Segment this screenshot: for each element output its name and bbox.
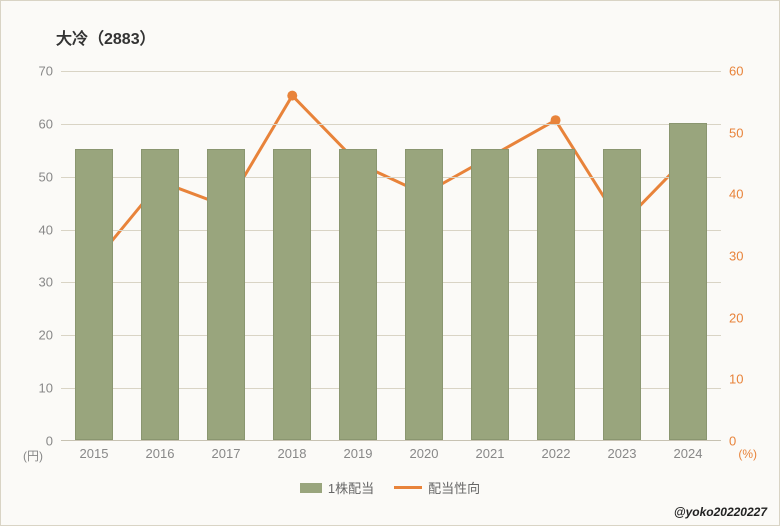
x-tick-label: 2024: [674, 440, 703, 461]
legend-item-line: 配当性向: [394, 478, 480, 497]
x-tick-label: 2016: [146, 440, 175, 461]
y-right-tick-label: 40: [721, 187, 743, 202]
y-left-tick-label: 0: [46, 434, 61, 449]
x-tick-label: 2018: [278, 440, 307, 461]
y-left-tick-label: 50: [39, 169, 61, 184]
y-right-tick-label: 50: [721, 125, 743, 140]
chart-title: 大冷（2883）: [56, 25, 156, 49]
line-marker: [287, 91, 297, 101]
x-tick-label: 2022: [542, 440, 571, 461]
bar: [339, 149, 377, 440]
legend-bar-label: 1株配当: [328, 478, 374, 497]
legend-swatch-line: [394, 486, 422, 489]
plot-area: 0102030405060700102030405060201520162017…: [61, 71, 721, 441]
y-right-unit: (%): [738, 447, 757, 461]
y-right-tick-label: 30: [721, 249, 743, 264]
bar: [669, 123, 707, 440]
bar: [471, 149, 509, 440]
x-tick-label: 2023: [608, 440, 637, 461]
bar: [207, 149, 245, 440]
x-tick-label: 2015: [80, 440, 109, 461]
bar: [273, 149, 311, 440]
legend-line-label: 配当性向: [428, 478, 480, 497]
y-right-tick-label: 60: [721, 64, 743, 79]
credit-label: @yoko20220227: [674, 505, 767, 519]
legend: 1株配当 配当性向: [1, 478, 779, 497]
y-right-tick-label: 20: [721, 310, 743, 325]
line-path: [95, 96, 687, 262]
y-left-tick-label: 10: [39, 381, 61, 396]
bar: [537, 149, 575, 440]
legend-swatch-bar: [300, 483, 322, 493]
y-left-tick-label: 30: [39, 275, 61, 290]
x-tick-label: 2019: [344, 440, 373, 461]
bar: [75, 149, 113, 440]
gridline: [61, 124, 721, 125]
bar: [141, 149, 179, 440]
legend-item-bar: 1株配当: [300, 478, 374, 497]
chart-container: 大冷（2883） 0102030405060700102030405060201…: [0, 0, 780, 526]
y-left-tick-label: 40: [39, 222, 61, 237]
x-tick-label: 2021: [476, 440, 505, 461]
y-left-tick-label: 20: [39, 328, 61, 343]
x-tick-label: 2017: [212, 440, 241, 461]
y-left-tick-label: 60: [39, 116, 61, 131]
y-left-unit: (円): [23, 447, 43, 464]
y-left-tick-label: 70: [39, 64, 61, 79]
bar: [405, 149, 443, 440]
x-tick-label: 2020: [410, 440, 439, 461]
y-right-tick-label: 10: [721, 372, 743, 387]
gridline: [61, 71, 721, 72]
y-right-tick-label: 0: [721, 434, 736, 449]
bar: [603, 149, 641, 440]
